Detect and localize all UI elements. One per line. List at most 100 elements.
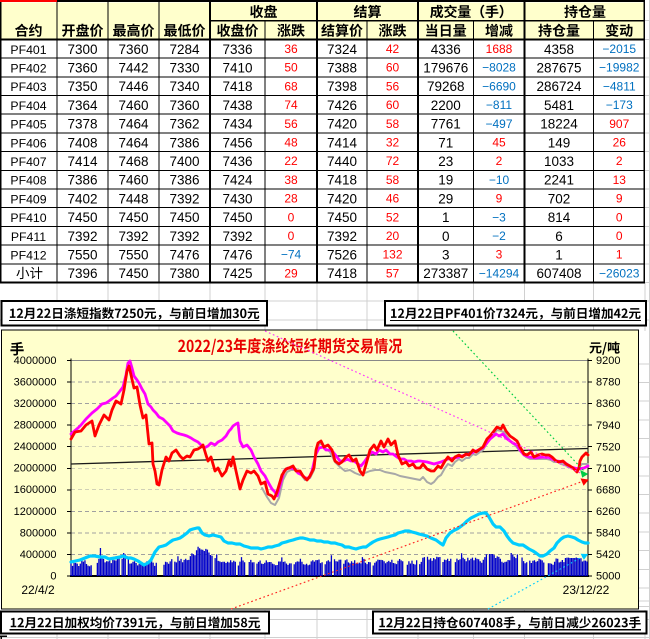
svg-text:7550: 7550 (118, 248, 148, 263)
svg-text:7468: 7468 (118, 154, 148, 169)
svg-text:7392: 7392 (169, 229, 199, 244)
svg-text:PF403: PF403 (10, 80, 46, 94)
svg-text:7526: 7526 (327, 248, 357, 263)
svg-text:6: 6 (555, 229, 563, 244)
svg-text:286724: 286724 (536, 79, 582, 94)
svg-text:68: 68 (284, 79, 298, 93)
svg-text:23: 23 (438, 154, 453, 169)
svg-text:60: 60 (386, 98, 400, 112)
svg-text:7448: 7448 (118, 191, 148, 206)
svg-text:800000: 800000 (20, 527, 57, 539)
svg-text:−3: −3 (492, 210, 506, 224)
svg-text:4000000: 4000000 (14, 355, 57, 367)
svg-text:1200000: 1200000 (14, 506, 57, 518)
svg-text:0: 0 (50, 570, 56, 582)
svg-text:8360: 8360 (596, 398, 620, 410)
svg-text:3: 3 (442, 248, 450, 263)
svg-text:2200: 2200 (431, 98, 461, 113)
svg-text:3600000: 3600000 (14, 376, 57, 388)
svg-text:57: 57 (386, 266, 400, 280)
svg-text:56: 56 (284, 117, 298, 131)
svg-text:132: 132 (382, 248, 402, 262)
svg-text:−4811: −4811 (603, 79, 636, 93)
svg-text:287675: 287675 (536, 61, 581, 76)
svg-text:7350: 7350 (67, 79, 97, 94)
svg-text:7940: 7940 (596, 420, 620, 432)
svg-text:PF409: PF409 (10, 192, 46, 206)
svg-text:907: 907 (609, 117, 629, 131)
svg-text:7392: 7392 (327, 229, 357, 244)
svg-text:−19982: −19982 (599, 61, 640, 75)
svg-text:19: 19 (438, 173, 453, 188)
svg-text:PF406: PF406 (10, 136, 46, 150)
svg-text:7436: 7436 (222, 154, 252, 169)
svg-text:23/12/22: 23/12/22 (563, 583, 610, 597)
svg-text:7360: 7360 (118, 42, 148, 57)
svg-text:7450: 7450 (222, 210, 252, 225)
svg-text:0: 0 (616, 210, 623, 224)
svg-text:13: 13 (613, 173, 627, 187)
svg-text:7414: 7414 (327, 135, 358, 150)
svg-text:7364: 7364 (67, 98, 98, 113)
svg-text:179676: 179676 (423, 61, 468, 76)
svg-text:79268: 79268 (427, 79, 465, 94)
svg-text:7446: 7446 (118, 79, 148, 94)
svg-text:−2: −2 (492, 229, 506, 243)
svg-text:7550: 7550 (67, 248, 97, 263)
svg-text:7442: 7442 (118, 61, 148, 76)
svg-text:7424: 7424 (222, 173, 253, 188)
svg-text:7402: 7402 (67, 191, 97, 206)
svg-text:−14294: −14294 (479, 266, 520, 280)
svg-text:7410: 7410 (222, 61, 252, 76)
svg-text:22: 22 (284, 154, 298, 168)
svg-text:702: 702 (548, 191, 571, 206)
svg-text:PF410: PF410 (10, 211, 46, 225)
svg-text:2000000: 2000000 (14, 463, 57, 475)
svg-text:7460: 7460 (118, 173, 148, 188)
svg-text:−173: −173 (606, 98, 633, 112)
svg-text:56: 56 (386, 79, 400, 93)
svg-text:18224: 18224 (540, 117, 578, 132)
svg-text:7392: 7392 (67, 229, 97, 244)
svg-text:52: 52 (386, 210, 400, 224)
svg-text:7324: 7324 (327, 42, 358, 57)
svg-text:9: 9 (496, 192, 503, 206)
svg-text:48: 48 (284, 136, 298, 150)
svg-text:−2015: −2015 (602, 42, 636, 56)
svg-text:60: 60 (386, 61, 400, 75)
svg-text:7392: 7392 (169, 191, 199, 206)
svg-text:71: 71 (438, 135, 453, 150)
svg-text:7386: 7386 (67, 173, 97, 188)
svg-text:−497: −497 (485, 117, 512, 131)
svg-text:7430: 7430 (222, 191, 252, 206)
svg-text:7450: 7450 (118, 266, 148, 281)
svg-text:45: 45 (492, 136, 506, 150)
svg-text:7336: 7336 (222, 42, 252, 57)
svg-text:7360: 7360 (169, 98, 199, 113)
svg-text:1: 1 (555, 248, 563, 263)
svg-text:2: 2 (616, 154, 623, 168)
svg-text:32: 32 (386, 136, 400, 150)
svg-text:7450: 7450 (169, 210, 199, 225)
svg-text:0: 0 (288, 229, 295, 243)
svg-text:7400: 7400 (169, 154, 199, 169)
svg-text:42: 42 (386, 42, 400, 56)
svg-text:7434: 7434 (222, 117, 253, 132)
svg-text:400000: 400000 (20, 549, 57, 561)
svg-text:7520: 7520 (596, 441, 620, 453)
svg-text:7420: 7420 (327, 117, 357, 132)
svg-text:58: 58 (386, 117, 400, 131)
svg-text:7450: 7450 (118, 210, 148, 225)
svg-text:7438: 7438 (222, 98, 252, 113)
svg-text:4358: 4358 (544, 42, 574, 57)
svg-text:2: 2 (496, 154, 503, 168)
svg-text:7440: 7440 (327, 154, 357, 169)
svg-text:PF411: PF411 (11, 230, 46, 244)
svg-text:7396: 7396 (67, 266, 97, 281)
svg-text:7330: 7330 (169, 61, 199, 76)
svg-text:PF407: PF407 (10, 155, 46, 169)
svg-text:0: 0 (288, 210, 295, 224)
svg-text:−26023: −26023 (599, 266, 640, 280)
svg-text:7362: 7362 (169, 117, 199, 132)
svg-text:7420: 7420 (327, 191, 357, 206)
